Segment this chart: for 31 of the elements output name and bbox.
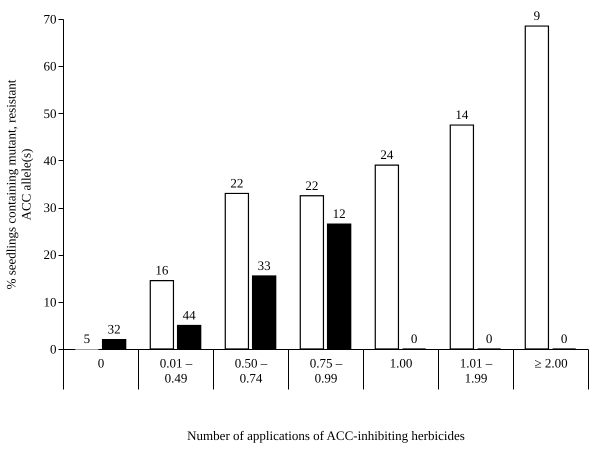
- annotation: 32: [108, 322, 121, 337]
- y-tick-label: 30: [44, 200, 56, 216]
- y-tick-label: 50: [44, 106, 56, 121]
- y-tick-label: 0: [50, 342, 56, 356]
- x-tick-label: 1.01 – 1.99: [460, 356, 493, 386]
- annotation: 14: [455, 107, 469, 122]
- annotation: 5: [84, 331, 90, 346]
- x-tick-label: 0: [98, 356, 104, 370]
- annotation: 22: [305, 178, 318, 193]
- y-tick-label: 60: [44, 58, 56, 74]
- y-tick-label: 70: [44, 12, 56, 26]
- annotation: 0: [560, 331, 568, 346]
- annotation: 33: [258, 258, 271, 273]
- annotation: 22: [230, 175, 244, 190]
- x-tick-label: 1.00: [390, 356, 412, 370]
- x-tick-label: 0.01 – 0.49: [160, 356, 193, 386]
- y-tick-label: 40: [44, 152, 56, 168]
- y-axis-title: % seedlings containing mutant, resistant ACC allele(s): [4, 79, 34, 290]
- x-tick-label: 0.75 – 0.99: [310, 356, 343, 386]
- annotation: 24: [380, 147, 394, 162]
- y-tick-label: 20: [44, 247, 56, 262]
- annotation: 16: [155, 262, 169, 278]
- annotation: 12: [332, 206, 346, 222]
- y-tick-label: 10: [44, 294, 56, 310]
- annotation: 0: [410, 331, 418, 346]
- annotation: 9: [534, 8, 540, 24]
- x-tick-label: 0.50 – 0.74: [234, 356, 268, 386]
- x-axis-title: Number of applications of ACC-inhibiting herbicides: [187, 428, 465, 443]
- annotation: 0: [486, 331, 492, 346]
- x-tick-label: ≥ 2.00: [534, 356, 568, 370]
- annotation: 44: [182, 307, 196, 322]
